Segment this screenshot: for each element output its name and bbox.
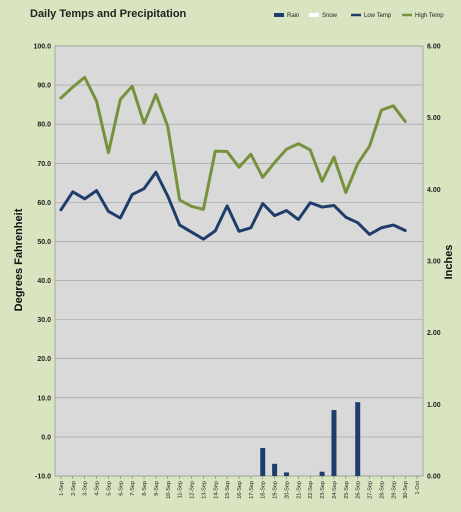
y-left-tick-label: 20.0 <box>37 356 51 363</box>
bar-rain <box>272 463 278 476</box>
x-tick-label: 18-Sep <box>261 481 267 499</box>
x-tick-label: 14-Sep <box>213 481 219 499</box>
y-left-tick-label: 90.0 <box>37 83 51 90</box>
x-tick-label: 20-Sep <box>284 481 290 499</box>
legend-label-snow: Snow <box>322 13 338 19</box>
bar-rain <box>319 471 325 476</box>
x-tick-label: 1-Sep <box>59 481 65 496</box>
y-left-tick-label: 100.0 <box>33 44 51 51</box>
x-tick-label: 1-Oct <box>415 481 421 495</box>
y-axis-right-label: Inches <box>443 245 455 280</box>
x-tick-label: 13-Sep <box>201 481 207 499</box>
y-left-tick-label: 60.0 <box>37 200 51 207</box>
y-left-tick-label: 30.0 <box>37 317 51 324</box>
bar-rain <box>355 402 361 476</box>
x-axis-ticks: 1-Sep 2-Sep 3-Sep 4-Sep 5-Sep 6-Sep 7-Sep 8-Sep… <box>59 476 421 499</box>
x-tick-label: 16-Sep <box>237 481 243 499</box>
x-tick-label: 7-Sep <box>130 481 136 496</box>
y-left-tick-label: -10.0 <box>35 474 51 481</box>
y-axis-left-label: Degrees Fahrenheit <box>13 208 25 311</box>
right-axis-ticks: 0.00 1.00 2.00 3.00 4.00 5.00 6.00 <box>427 44 441 481</box>
precipitation-bars <box>260 402 361 476</box>
y-left-tick-label: 70.0 <box>37 161 51 168</box>
legend-label-rain: Rain <box>287 13 299 19</box>
chart-title: Daily Temps and Precipitation <box>30 8 187 20</box>
x-tick-label: 3-Sep <box>83 481 89 496</box>
x-tick-label: 26-Sep <box>356 481 362 499</box>
x-tick-label: 29-Sep <box>391 481 397 499</box>
legend-label-low-temp: Low Temp <box>364 13 392 19</box>
y-right-tick-label: 1.00 <box>427 402 441 409</box>
x-tick-label: 2-Sep <box>71 481 77 496</box>
legend: Rain Snow Low Temp High Temp <box>274 13 444 19</box>
y-right-tick-label: 3.00 <box>427 259 441 266</box>
legend-label-high-temp: High Temp <box>415 13 444 19</box>
x-tick-label: 11-Sep <box>178 481 184 498</box>
left-axis-ticks: -10.0 0.0 10.0 20.0 30.0 40.0 50.0 60.0 70.0 80.0… <box>33 44 51 481</box>
legend-swatch-snow <box>309 13 319 17</box>
x-tick-label: 25-Sep <box>344 481 350 499</box>
legend-swatch-rain <box>274 13 284 17</box>
y-left-tick-label: 80.0 <box>37 122 51 129</box>
y-left-tick-label: 40.0 <box>37 278 51 285</box>
y-left-tick-label: 0.0 <box>41 434 51 441</box>
x-tick-label: 30-Sep <box>403 481 409 499</box>
x-tick-label: 28-Sep <box>379 481 385 499</box>
y-right-tick-label: 6.00 <box>427 44 441 51</box>
x-tick-label: 19-Sep <box>273 481 279 499</box>
x-tick-label: 15-Sep <box>225 481 231 499</box>
bar-rain <box>331 410 337 476</box>
y-right-tick-label: 5.00 <box>427 115 441 122</box>
temperature-lines <box>59 75 407 241</box>
x-tick-label: 24-Sep <box>332 481 338 499</box>
y-right-tick-label: 0.00 <box>427 474 441 481</box>
y-left-tick-label: 10.0 <box>37 395 51 402</box>
x-tick-label: 23-Sep <box>320 481 326 499</box>
x-tick-label: 4-Sep <box>95 481 101 496</box>
bar-rain <box>283 472 289 476</box>
plot-area <box>54 45 424 477</box>
line-low-temp <box>59 170 407 241</box>
y-right-tick-label: 2.00 <box>427 330 441 337</box>
x-tick-label: 17-Sep <box>249 481 255 499</box>
x-tick-label: 12-Sep <box>190 481 196 499</box>
x-tick-label: 8-Sep <box>142 481 148 496</box>
x-tick-label: 21-Sep <box>296 481 302 499</box>
line-high-temp <box>59 75 407 211</box>
x-tick-label: 5-Sep <box>106 481 112 496</box>
bar-rain <box>260 448 266 476</box>
x-tick-label: 27-Sep <box>368 481 374 499</box>
y-left-tick-label: 50.0 <box>37 239 51 246</box>
gridlines <box>55 45 423 477</box>
x-tick-label: 10-Sep <box>166 481 172 499</box>
y-right-tick-label: 4.00 <box>427 187 441 194</box>
x-tick-label: 6-Sep <box>118 481 124 496</box>
x-tick-label: 9-Sep <box>154 481 160 496</box>
x-tick-label: 22-Sep <box>308 481 314 499</box>
